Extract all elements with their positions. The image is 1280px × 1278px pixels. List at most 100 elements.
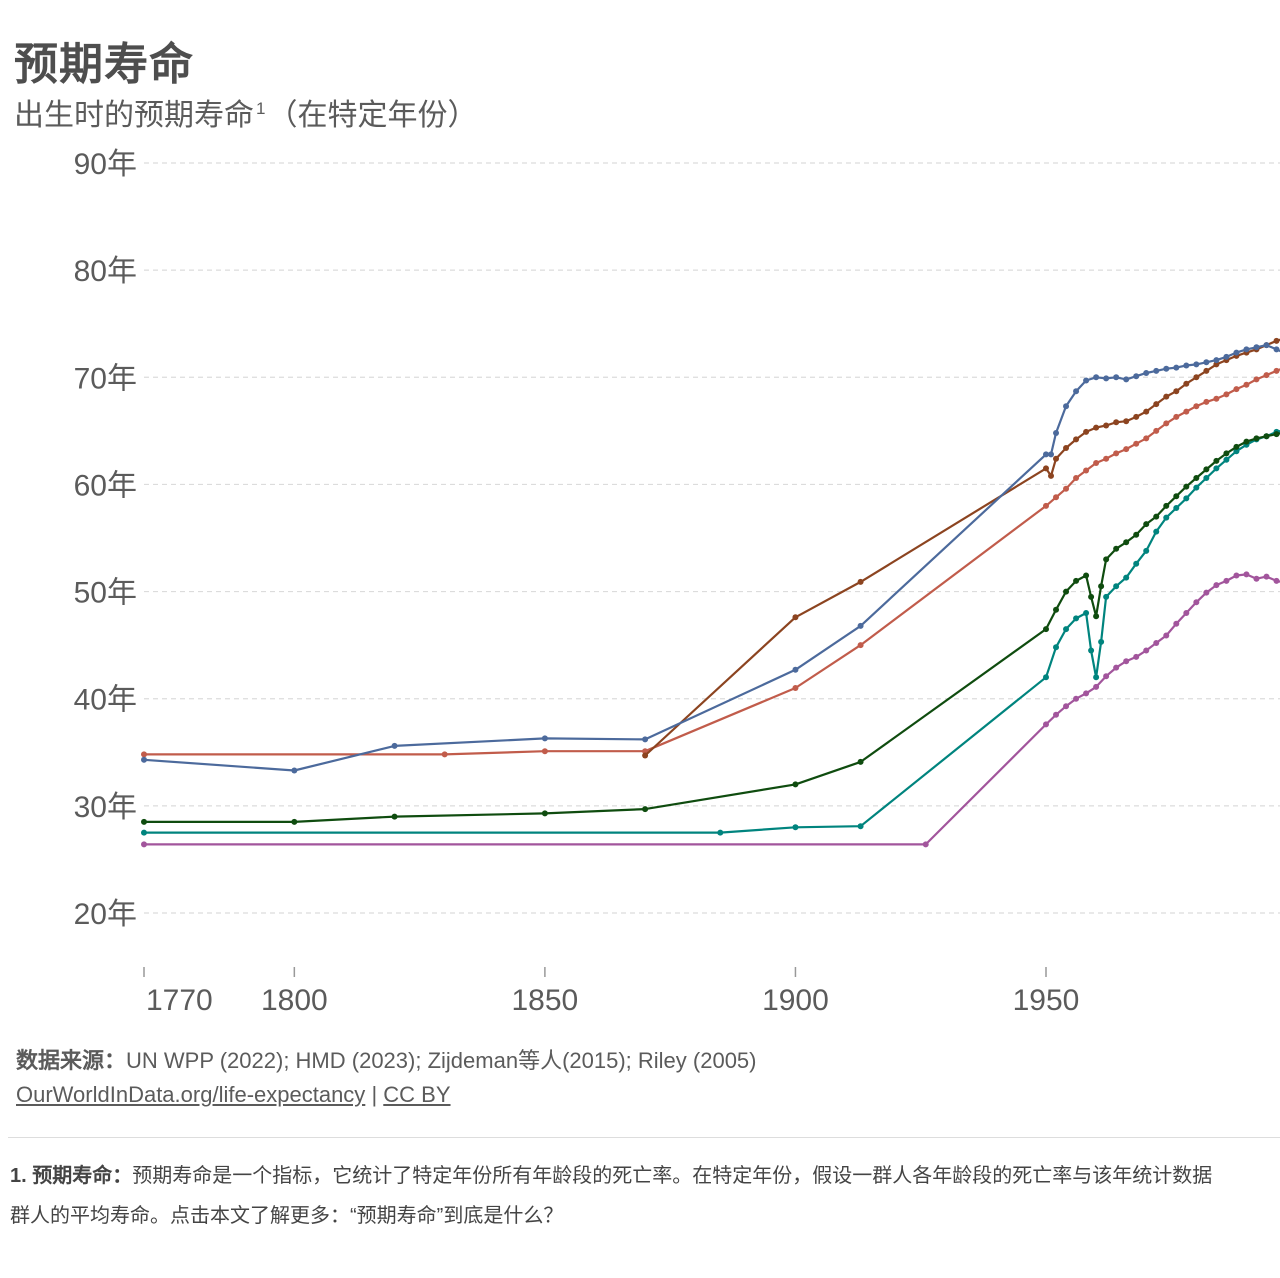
series-5-point[interactable] — [1063, 445, 1070, 451]
series-1-point[interactable] — [1133, 653, 1140, 660]
series-4-point[interactable] — [1223, 391, 1230, 398]
series-4-point[interactable] — [857, 642, 864, 649]
series-4-point[interactable] — [1243, 381, 1250, 388]
series-5-point[interactable] — [792, 614, 799, 621]
series-4-point[interactable] — [1193, 403, 1200, 410]
series-2-point[interactable] — [1193, 484, 1200, 491]
series-3-point[interactable] — [291, 818, 298, 825]
series-5-point[interactable] — [1083, 428, 1090, 435]
series-4-point[interactable] — [1183, 408, 1190, 415]
series-4-point[interactable] — [1083, 467, 1090, 474]
series-6-point[interactable] — [1153, 367, 1160, 374]
series-1-point[interactable] — [1253, 575, 1260, 582]
series-5-point[interactable] — [1273, 337, 1280, 344]
series-2-point[interactable] — [141, 829, 147, 836]
series-5-point[interactable] — [1173, 388, 1180, 395]
series-2-point[interactable] — [1083, 610, 1090, 616]
series-3-point[interactable] — [1143, 521, 1150, 528]
series-1-point[interactable] — [1203, 589, 1210, 596]
series-5-line[interactable] — [644, 326, 1280, 757]
series-3-line[interactable] — [144, 423, 1280, 824]
series-4-point[interactable] — [1263, 372, 1270, 379]
series-2-point[interactable] — [1223, 456, 1230, 463]
series-3-point[interactable] — [1233, 443, 1240, 450]
series-1-point[interactable] — [1243, 571, 1250, 578]
series-1-point[interactable] — [1173, 620, 1180, 627]
series-5-point[interactable] — [1153, 401, 1160, 408]
series-6-point[interactable] — [1133, 373, 1140, 380]
series-6-point[interactable] — [1103, 375, 1110, 382]
series-6-point[interactable] — [1073, 388, 1080, 395]
series-5-point[interactable] — [1073, 436, 1080, 443]
series-5-point[interactable] — [642, 752, 649, 759]
series-5-point[interactable] — [1113, 419, 1120, 426]
series-3-point[interactable] — [1088, 593, 1095, 600]
series-2[interactable] — [141, 413, 1280, 836]
series-5-point[interactable] — [1103, 422, 1110, 429]
series-3-point[interactable] — [1173, 493, 1180, 500]
series-2-point[interactable] — [1153, 528, 1160, 535]
series-3-point[interactable] — [1213, 457, 1220, 464]
series-2-point[interactable] — [1173, 505, 1180, 511]
series-3-point[interactable] — [1243, 438, 1250, 445]
series-5[interactable] — [642, 323, 1280, 759]
series-6-point[interactable] — [1083, 377, 1090, 384]
series-3-point[interactable] — [642, 806, 649, 813]
series-6-point[interactable] — [792, 666, 799, 673]
series-2-line[interactable] — [144, 416, 1280, 834]
series-5-point[interactable] — [1043, 465, 1049, 472]
series-4-point[interactable] — [1093, 460, 1100, 466]
series-2-point[interactable] — [857, 823, 864, 830]
series-4-point[interactable] — [1273, 367, 1280, 374]
series-6-point[interactable] — [1183, 362, 1190, 369]
series-6-point[interactable] — [1263, 342, 1270, 349]
series-1-point[interactable] — [1063, 703, 1070, 710]
series-6-point[interactable] — [1213, 357, 1220, 364]
series-3-point[interactable] — [792, 781, 799, 788]
series-4-point[interactable] — [1253, 376, 1260, 383]
series-6-point[interactable] — [1043, 451, 1049, 458]
series-4-point[interactable] — [1153, 427, 1160, 434]
series-6-point[interactable] — [1048, 451, 1055, 458]
series-3-point[interactable] — [391, 813, 398, 820]
series-4-point[interactable] — [1113, 450, 1120, 457]
series-6-point[interactable] — [1093, 374, 1100, 381]
series-3-point[interactable] — [1203, 466, 1210, 473]
series-4-point[interactable] — [1203, 398, 1210, 405]
series-3-point[interactable] — [1263, 433, 1270, 440]
series-4[interactable] — [141, 345, 1280, 758]
footnote-marker[interactable]: 1 — [256, 99, 266, 118]
series-1-point[interactable] — [1213, 582, 1220, 589]
series-6-point[interactable] — [291, 767, 298, 774]
series-1-point[interactable] — [1123, 658, 1130, 665]
series-4-point[interactable] — [1163, 420, 1170, 427]
series-3-point[interactable] — [1153, 513, 1160, 520]
series-4-point[interactable] — [541, 748, 548, 755]
series-5-point[interactable] — [1053, 455, 1060, 462]
series-4-point[interactable] — [1103, 455, 1110, 462]
series-4-point[interactable] — [1233, 386, 1240, 393]
series-1-point[interactable] — [1083, 690, 1090, 697]
series-6-point[interactable] — [642, 736, 649, 743]
series-5-point[interactable] — [1123, 418, 1130, 425]
series-6-point[interactable] — [1053, 430, 1060, 436]
series-6-point[interactable] — [1113, 374, 1120, 381]
series-6[interactable] — [141, 339, 1280, 774]
series-3-point[interactable] — [1223, 450, 1230, 457]
series-3-point[interactable] — [1103, 556, 1110, 563]
series-1-point[interactable] — [1233, 572, 1240, 579]
series-2-point[interactable] — [1163, 514, 1170, 521]
series-1-point[interactable] — [1163, 632, 1170, 639]
series-1-point[interactable] — [922, 841, 929, 848]
series-3-point[interactable] — [1193, 475, 1200, 481]
series-2-point[interactable] — [1053, 644, 1060, 651]
series-5-point[interactable] — [857, 578, 864, 585]
series-4-point[interactable] — [1053, 494, 1060, 501]
series-2-point[interactable] — [1098, 638, 1105, 645]
series-3-point[interactable] — [1053, 606, 1060, 613]
series-5-point[interactable] — [1193, 374, 1200, 381]
series-2-point[interactable] — [1233, 448, 1240, 455]
series-2-point[interactable] — [1183, 495, 1190, 502]
series-1-point[interactable] — [1223, 577, 1230, 584]
series-2-point[interactable] — [1063, 626, 1070, 633]
